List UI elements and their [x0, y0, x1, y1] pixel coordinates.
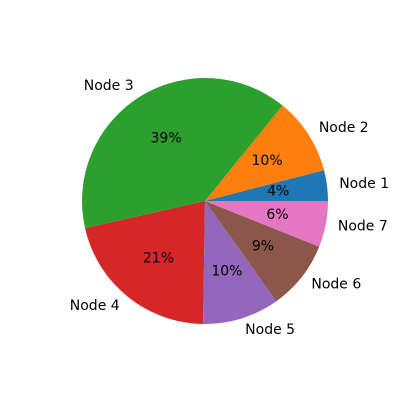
percent-label-node-2: 10%: [252, 153, 283, 169]
category-label-node-5: Node 5: [245, 322, 295, 338]
category-label-node-7: Node 7: [338, 219, 388, 235]
category-label-node-1: Node 1: [339, 176, 389, 192]
percent-label-node-6: 9%: [252, 239, 274, 255]
pie-slices: [82, 78, 328, 324]
percent-label-node-4: 21%: [143, 250, 174, 266]
percent-label-node-3: 39%: [151, 130, 182, 146]
percent-label-node-5: 10%: [211, 263, 242, 279]
percent-label-node-1: 4%: [267, 184, 289, 200]
category-label-node-4: Node 4: [70, 298, 120, 314]
category-label-node-6: Node 6: [311, 277, 361, 293]
percent-label-node-7: 6%: [266, 207, 288, 223]
category-label-node-3: Node 3: [84, 78, 134, 94]
category-label-node-2: Node 2: [319, 120, 369, 136]
